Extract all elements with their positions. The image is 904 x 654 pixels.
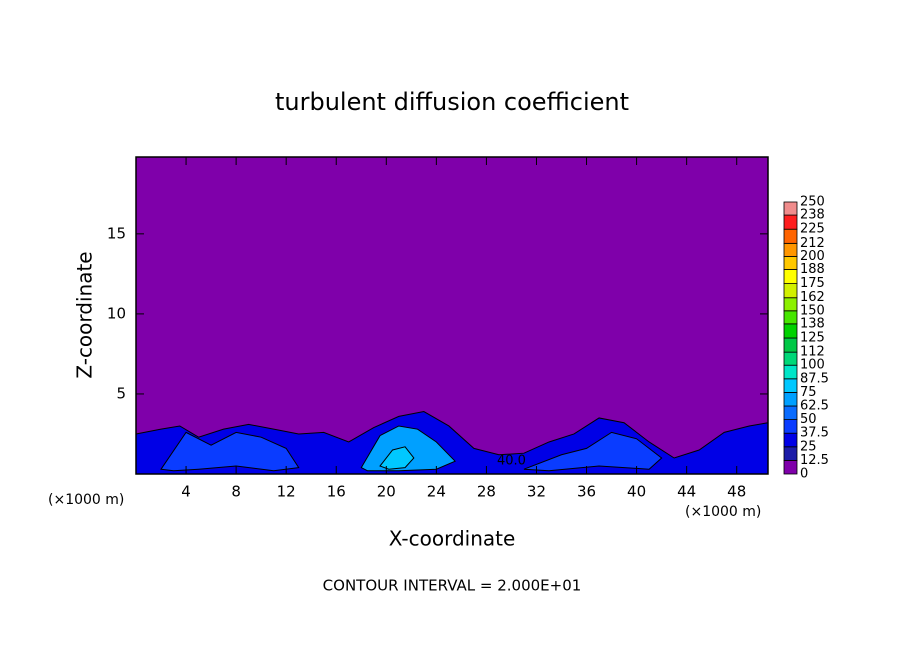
colorbar-cell [783, 337, 798, 353]
y-tick-label: 15 [107, 224, 126, 242]
footer: CONTOUR INTERVAL = 2.000E+01 [323, 577, 582, 595]
colorbar-cell [783, 201, 798, 216]
colorbar-label: 225 [800, 222, 825, 237]
colorbar-cell [783, 351, 798, 366]
colorbar-cell [783, 214, 798, 230]
colorbar-cell [783, 310, 798, 325]
colorbar-label: 100 [800, 358, 825, 373]
colorbar-label: 188 [800, 262, 825, 277]
contour-region [160, 431, 300, 472]
contour-label: 40.0 [497, 454, 526, 469]
colorbar-label: 87.5 [800, 371, 829, 386]
x-tick-label: 16 [327, 483, 346, 501]
x-tick-label: 40 [627, 483, 646, 501]
colorbar-label: 125 [800, 331, 825, 346]
chart-title: turbulent diffusion coefficient [275, 88, 629, 116]
colorbar-label: 75 [800, 385, 817, 400]
y-tick-label: 10 [107, 304, 126, 322]
x-axis-label: X-coordinate [389, 527, 516, 551]
x-tick-label: 12 [277, 483, 296, 501]
colorbar-cell [783, 405, 798, 421]
x-unit: (×1000 m) [685, 504, 761, 520]
colorbar-cell [783, 323, 798, 339]
plot-frame [135, 156, 769, 475]
x-tick-label: 24 [427, 483, 446, 501]
colorbar-label: 50 [800, 412, 817, 427]
colorbar-cell [783, 242, 798, 257]
colorbar-label: 25 [800, 439, 817, 454]
x-tick-label: 8 [231, 483, 241, 501]
x-tick-label: 48 [727, 483, 746, 501]
x-tick-label: 44 [677, 483, 696, 501]
colorbar-label: 175 [800, 276, 825, 291]
contour-region [379, 446, 415, 470]
colorbar-cell [783, 378, 798, 393]
colorbar-label: 138 [800, 316, 825, 331]
colorbar-cell [783, 283, 798, 299]
colorbar-label: 200 [800, 249, 825, 264]
x-tick-label: 36 [577, 483, 596, 501]
colorbar-label: 37.5 [800, 426, 829, 441]
colorbar-label: 12.5 [800, 453, 829, 468]
colorbar-label: 0 [800, 467, 808, 482]
colorbar-cell [783, 364, 798, 380]
colorbar-label: 250 [800, 195, 825, 210]
y-axis-label: Z-coordinate [73, 251, 97, 378]
colorbar-cell [783, 228, 798, 244]
colorbar-label: 238 [800, 208, 825, 223]
colorbar-label: 62.5 [800, 399, 829, 414]
y-unit: (×1000 m) [48, 492, 124, 508]
colorbar-cell [783, 446, 798, 461]
y-tick-label: 5 [116, 384, 126, 402]
x-tick-label: 32 [527, 483, 546, 501]
colorbar-cell [783, 419, 798, 434]
colorbar-label: 212 [800, 236, 825, 251]
x-tick-label: 28 [477, 483, 496, 501]
plot-background [136, 157, 768, 474]
contour-region [523, 431, 663, 472]
colorbar-label: 162 [800, 290, 825, 305]
colorbar-cell [783, 432, 798, 448]
colorbar-cell [783, 269, 798, 284]
x-tick-label: 4 [181, 483, 191, 501]
colorbar-cell [783, 255, 798, 270]
x-tick-label: 20 [377, 483, 396, 501]
colorbar-label: 112 [800, 345, 825, 360]
colorbar-cell [783, 391, 798, 407]
colorbar-label: 150 [800, 303, 825, 318]
colorbar-cell [783, 459, 798, 475]
colorbar-cell [783, 297, 798, 312]
